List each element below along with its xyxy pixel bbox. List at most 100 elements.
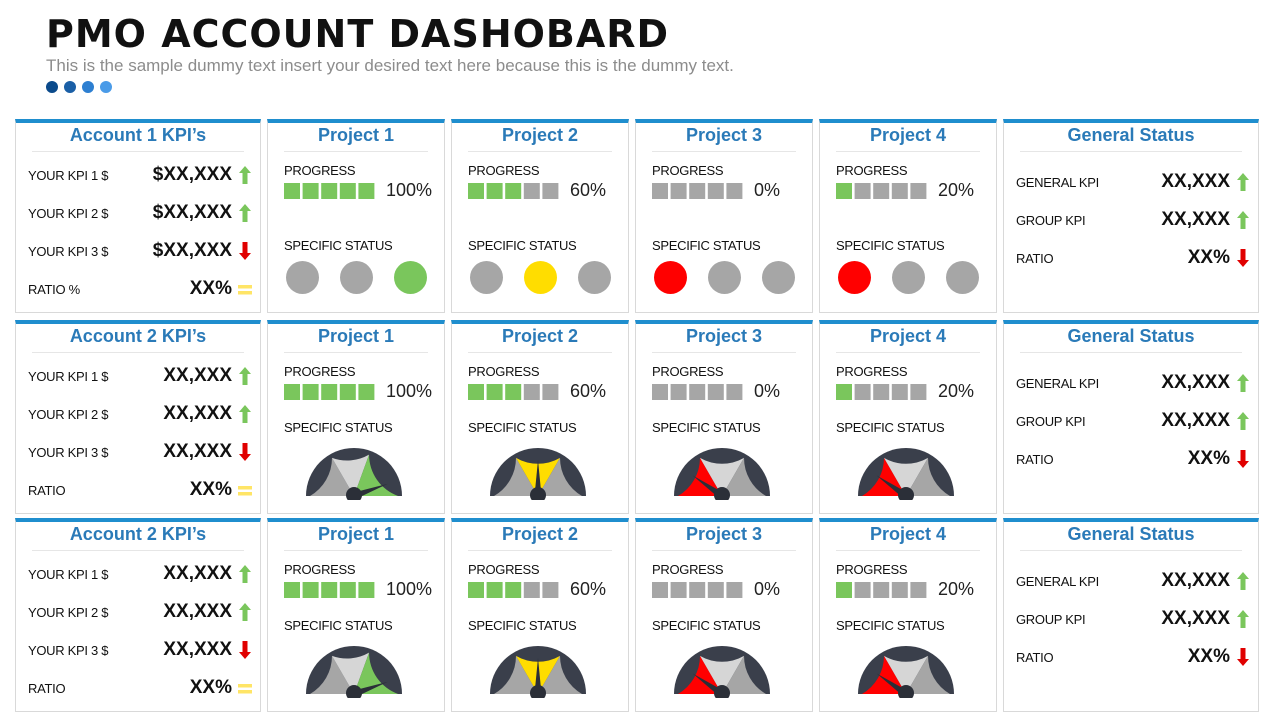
- card-title: Account 2 KPI’s: [69, 524, 207, 544]
- project-card: Project 1 PROGRESS 100% SPECIFIC STATUS: [267, 518, 445, 712]
- status-lights: [286, 261, 427, 294]
- card-title: General Status: [1067, 326, 1195, 346]
- project-title: Project 3: [685, 326, 763, 346]
- card-title: Account 1 KPI’s: [69, 125, 207, 145]
- arrow-up-icon: [239, 405, 251, 423]
- progress-segment: [468, 582, 484, 598]
- progress-segment: [302, 582, 319, 598]
- kpi-row: YOUR KPI 2 $ $XX,XXX: [28, 200, 252, 226]
- arrow-down-icon: [239, 242, 251, 260]
- progress-label: PROGRESS: [836, 163, 908, 178]
- progress-segment: [854, 384, 871, 400]
- project-title: Project 1: [317, 524, 395, 544]
- kpi-row: RATIO XX%: [28, 675, 252, 701]
- progress-segment: [670, 384, 687, 400]
- status-light-grey: [762, 261, 795, 294]
- progress-segment: [652, 183, 668, 199]
- kpi-label: YOUR KPI 1 $: [28, 167, 109, 183]
- progress-segment: [910, 183, 927, 199]
- progress-segment: [505, 183, 522, 199]
- card-divider: [652, 151, 796, 152]
- progress-bar: [468, 183, 559, 199]
- card-divider: [32, 550, 244, 551]
- arrow-down-icon: [1237, 249, 1249, 267]
- progress-segment: [486, 384, 503, 400]
- card-divider: [652, 550, 796, 551]
- status-lights: [470, 261, 611, 294]
- specific-status-label: SPECIFIC STATUS: [468, 618, 577, 633]
- card-divider: [32, 352, 244, 353]
- card-divider: [284, 352, 428, 353]
- kpi-row: YOUR KPI 1 $ XX,XXX: [28, 561, 252, 587]
- kpi-value: XX,XXX: [1161, 608, 1230, 629]
- arrow-up-icon: [1237, 412, 1249, 430]
- progress-segment: [542, 384, 559, 400]
- kpi-value: XX,XXX: [1161, 570, 1230, 591]
- kpi-value: XX%: [1187, 247, 1230, 268]
- progress-label: PROGRESS: [468, 562, 540, 577]
- progress-segment: [873, 582, 890, 598]
- status-light-grey: [892, 261, 925, 294]
- project-title: Project 2: [501, 524, 579, 544]
- kpi-value: XX,XXX: [1161, 410, 1230, 431]
- arrow-up-icon: [1237, 211, 1249, 229]
- kpi-label: YOUR KPI 1 $: [28, 566, 109, 582]
- progress-segment: [339, 582, 356, 598]
- progress-segment: [358, 183, 375, 199]
- kpi-row: RATIO XX%: [1016, 245, 1250, 271]
- project-title: Project 1: [317, 125, 395, 145]
- kpi-value: XX,XXX: [163, 365, 232, 386]
- status-light-green: [394, 261, 427, 294]
- kpi-label: YOUR KPI 3 $: [28, 444, 109, 460]
- kpi-label: YOUR KPI 1 $: [28, 368, 109, 384]
- project-title: Project 2: [501, 125, 579, 145]
- status-light-red: [654, 261, 687, 294]
- status-light-grey: [946, 261, 979, 294]
- status-gauge-icon: [858, 646, 954, 698]
- progress-segment: [321, 582, 338, 598]
- card-divider: [652, 352, 796, 353]
- kpi-label: RATIO: [1016, 451, 1054, 467]
- kpi-card: Account 1 KPI’s YOUR KPI 1 $ $XX,XXX YOUR K…: [15, 119, 261, 313]
- dot-2: [64, 81, 76, 93]
- card-divider: [468, 550, 612, 551]
- progress-segment: [836, 582, 852, 598]
- equal-icon: [238, 285, 252, 295]
- progress-segment: [321, 384, 338, 400]
- kpi-value: XX,XXX: [163, 639, 232, 660]
- status-light-red: [838, 261, 871, 294]
- kpi-card: Account 2 KPI’s YOUR KPI 1 $ XX,XXX YOUR KP…: [15, 518, 261, 712]
- kpi-value: XX,XXX: [163, 563, 232, 584]
- status-gauge-icon: [306, 646, 402, 698]
- page-subtitle: This is the sample dummy text insert you…: [46, 56, 734, 75]
- kpi-label: RATIO: [28, 482, 66, 498]
- card-divider: [1020, 550, 1242, 551]
- kpi-value: XX,XXX: [163, 403, 232, 424]
- progress-segment: [523, 582, 540, 598]
- kpi-row: RATIO % XX%: [28, 276, 252, 302]
- progress-percent: 100%: [386, 381, 433, 401]
- project-card: Project 2 PROGRESS 60% SPECIFIC STATUS: [451, 518, 629, 712]
- progress-segment: [321, 183, 338, 199]
- progress-segment: [339, 183, 356, 199]
- progress-label: PROGRESS: [284, 364, 356, 379]
- progress-segment: [284, 384, 300, 400]
- kpi-row: YOUR KPI 3 $ XX,XXX: [28, 637, 252, 663]
- status-lights: [838, 261, 979, 294]
- project-title: Project 1: [317, 326, 395, 346]
- card-divider: [468, 352, 612, 353]
- kpi-row: YOUR KPI 2 $ XX,XXX: [28, 599, 252, 625]
- kpi-value: $XX,XXX: [152, 164, 232, 185]
- status-light-grey: [470, 261, 503, 294]
- progress-label: PROGRESS: [284, 562, 356, 577]
- project-card: Project 4 PROGRESS 20% SPECIFIC STATUS: [819, 320, 997, 514]
- project-title: Project 4: [869, 524, 947, 544]
- progress-segment: [505, 384, 522, 400]
- progress-segment: [689, 582, 706, 598]
- progress-label: PROGRESS: [652, 562, 724, 577]
- kpi-value: XX,XXX: [163, 441, 232, 462]
- project-card: Project 2 PROGRESS 60% SPECIFIC STATUS: [451, 320, 629, 514]
- progress-bar: [652, 183, 743, 199]
- specific-status-label: SPECIFIC STATUS: [836, 618, 945, 633]
- kpi-row: RATIO XX%: [28, 477, 252, 503]
